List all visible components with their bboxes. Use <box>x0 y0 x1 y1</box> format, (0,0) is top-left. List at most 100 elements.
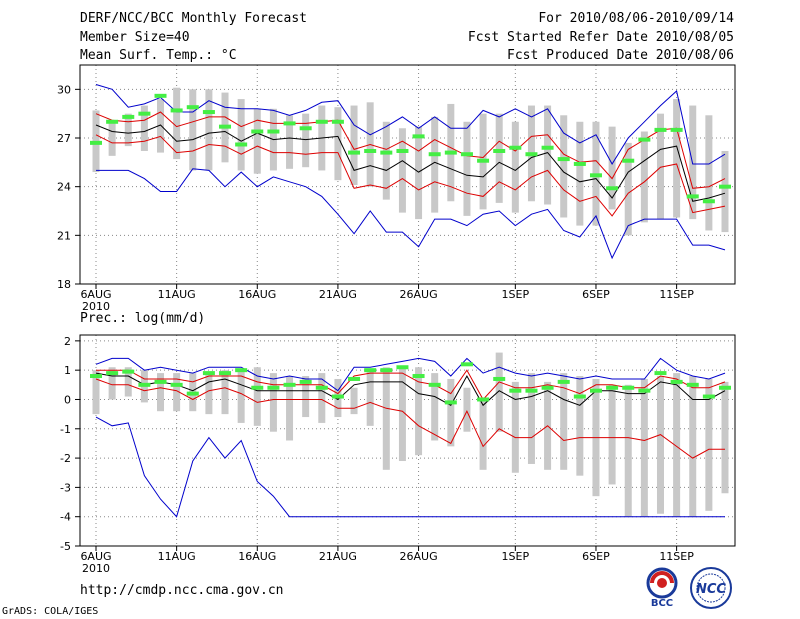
variable-label: Mean Surf. Temp.: °C <box>80 48 237 63</box>
spread-box <box>415 367 423 456</box>
spread-box <box>689 376 697 517</box>
median-mark <box>170 108 183 113</box>
spread-box <box>157 373 165 412</box>
median-mark <box>477 158 490 163</box>
x-tick-label: 11SEP <box>659 288 694 301</box>
x-tick-label: 11AUG <box>158 550 196 563</box>
median-mark <box>380 150 393 155</box>
median-mark <box>622 158 635 163</box>
mean-line <box>95 124 726 202</box>
x-tick-label: 6SEP <box>582 288 610 301</box>
spread-box <box>92 370 100 415</box>
median-mark <box>106 371 119 376</box>
median-mark <box>525 388 538 393</box>
median-mark <box>412 374 425 379</box>
ncc-logo: NCC <box>690 567 732 609</box>
median-mark <box>186 391 199 396</box>
precip-variable-label: Prec.: log(mm/d) <box>80 311 206 326</box>
median-mark <box>154 93 167 98</box>
median-mark <box>477 397 490 402</box>
median-mark <box>702 199 715 204</box>
median-mark <box>170 382 183 387</box>
x-tick-label: 21AUG <box>319 550 357 563</box>
bcc-logo-text: BCC <box>651 598 673 608</box>
x-tick-label: 6AUG <box>80 288 111 301</box>
spread-box <box>608 384 616 485</box>
spread-box <box>656 113 664 220</box>
median-mark <box>348 150 361 155</box>
grads-credit: GrADS: COLA/IGES <box>2 606 99 617</box>
median-mark <box>606 186 619 191</box>
median-mark <box>251 129 264 134</box>
x-tick-label: 11SEP <box>659 550 694 563</box>
spread-box <box>415 126 423 220</box>
median-mark <box>267 385 280 390</box>
spread-box <box>527 373 535 464</box>
median-mark <box>235 368 248 373</box>
median-mark <box>138 382 151 387</box>
median-mark <box>670 379 683 384</box>
spread-box <box>286 115 294 169</box>
spread-box <box>140 105 148 151</box>
spread-box <box>269 373 277 432</box>
y-tick-label: 27 <box>57 132 71 145</box>
spread-box <box>624 142 632 236</box>
y-tick-label: 2 <box>64 335 71 348</box>
spread-box <box>173 373 181 412</box>
median-mark <box>686 194 699 199</box>
spread-box <box>302 376 310 418</box>
spread-box <box>608 126 616 210</box>
spread-box <box>124 113 132 147</box>
spread-box <box>237 370 245 423</box>
median-mark <box>299 126 312 131</box>
median-mark <box>719 184 731 189</box>
mean-line <box>95 372 726 407</box>
median-mark <box>638 137 651 142</box>
median-mark <box>573 161 586 166</box>
ncc-logo-text: NCC <box>696 582 726 597</box>
spread-box <box>511 381 519 473</box>
median-mark <box>283 121 296 126</box>
spread-box <box>624 384 632 517</box>
spread-box <box>640 131 648 223</box>
median-mark <box>138 111 151 116</box>
spread-box <box>673 99 681 218</box>
y-tick-label: 1 <box>64 364 71 377</box>
median-mark <box>283 382 296 387</box>
median-mark <box>235 142 248 147</box>
median-mark <box>509 388 522 393</box>
median-mark <box>654 371 667 376</box>
spread-box <box>334 107 342 181</box>
spread-box <box>108 121 116 156</box>
spread-box <box>366 370 374 426</box>
spread-box <box>560 373 568 470</box>
spread-box <box>124 367 132 397</box>
median-mark <box>202 110 215 115</box>
bcc-logo: BCC <box>646 567 678 608</box>
member-size: Member Size=40 <box>80 30 190 45</box>
spread-box <box>318 373 326 423</box>
max-line <box>95 357 726 392</box>
y-tick-label: -3 <box>60 481 71 494</box>
spread-box <box>560 115 568 218</box>
median-mark <box>380 368 393 373</box>
chart-title: DERF/NCC/BCC Monthly Forecast <box>80 11 307 26</box>
median-mark <box>493 148 506 153</box>
x-tick-label: 26AUG <box>400 550 438 563</box>
spread-box <box>495 113 503 203</box>
spread-box <box>205 89 213 171</box>
median-mark <box>525 152 538 157</box>
x-tick-label: 16AUG <box>238 550 276 563</box>
spread-box <box>463 387 471 432</box>
spread-box <box>705 115 713 231</box>
x-tick-label: 6AUG <box>80 550 111 563</box>
median-mark <box>606 385 619 390</box>
source-url[interactable]: http://cmdp.ncc.cma.gov.cn <box>80 583 284 598</box>
minus-sd-line <box>95 134 726 217</box>
min-line <box>95 416 725 518</box>
x-tick-label: 11AUG <box>158 288 196 301</box>
median-mark <box>573 394 586 399</box>
spread-box <box>237 99 245 171</box>
min-line <box>96 168 726 260</box>
